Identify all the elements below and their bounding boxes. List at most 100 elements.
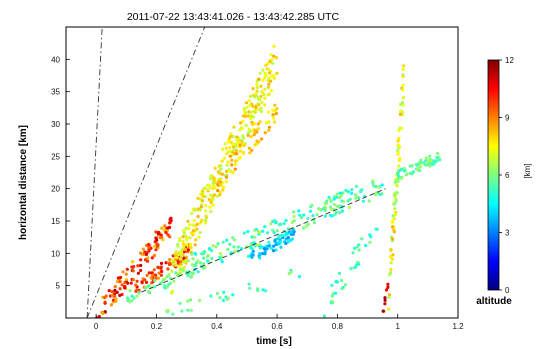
data-point (236, 140, 240, 144)
data-point (308, 209, 312, 213)
data-point (135, 294, 139, 298)
data-point (209, 174, 213, 178)
data-point (115, 279, 120, 283)
data-point (415, 163, 419, 167)
data-point (190, 271, 194, 275)
data-point (134, 283, 138, 287)
data-point (253, 235, 257, 239)
data-point (216, 242, 220, 246)
data-point (269, 79, 273, 83)
data-point (233, 162, 237, 167)
data-point (318, 207, 322, 211)
data-point (139, 263, 143, 268)
data-point (261, 288, 265, 292)
data-point (137, 291, 141, 295)
data-point (263, 225, 267, 229)
data-point (243, 114, 248, 118)
data-point (259, 109, 263, 114)
data-point (343, 283, 348, 287)
data-point (286, 227, 290, 231)
data-point (195, 222, 199, 226)
data-point (396, 139, 400, 143)
data-point (398, 112, 402, 116)
data-point (212, 176, 216, 180)
data-point (231, 236, 235, 240)
data-point (354, 265, 358, 269)
data-point (209, 209, 213, 214)
data-point (150, 271, 154, 275)
data-point (164, 261, 168, 265)
data-point (248, 103, 252, 107)
data-point (209, 294, 213, 298)
data-point (202, 250, 207, 254)
data-point (411, 170, 416, 174)
data-point (160, 226, 164, 230)
data-point (120, 283, 124, 287)
data-point (282, 221, 286, 226)
x-tick-label: 0.4 (211, 322, 223, 331)
data-point (387, 293, 392, 297)
data-point (338, 191, 342, 195)
data-point (339, 194, 344, 198)
data-point (410, 164, 414, 168)
data-point (390, 225, 395, 229)
data-point (186, 219, 190, 223)
data-point (390, 237, 395, 241)
data-point (248, 286, 252, 290)
data-point (273, 109, 277, 113)
data-point (215, 194, 219, 198)
data-point (405, 172, 409, 176)
data-point (197, 207, 201, 211)
data-point (264, 289, 268, 293)
y-tick-label: 35 (51, 88, 60, 97)
data-point (290, 237, 294, 241)
data-point (239, 121, 243, 125)
data-point (189, 246, 193, 250)
data-point (272, 231, 276, 235)
data-point (401, 95, 405, 99)
data-point (181, 242, 185, 246)
data-point (399, 109, 403, 113)
data-point (128, 300, 132, 304)
data-point (129, 281, 133, 285)
data-point (107, 289, 111, 293)
data-point (182, 229, 186, 233)
data-point (144, 252, 149, 256)
data-point (256, 127, 260, 131)
data-point (158, 236, 163, 240)
data-point (242, 231, 246, 235)
data-point (185, 237, 189, 241)
data-point (257, 103, 261, 107)
data-point (392, 193, 396, 197)
data-point (230, 163, 234, 167)
data-point (350, 188, 354, 192)
data-point (224, 180, 228, 184)
data-point (224, 175, 229, 179)
data-point (250, 114, 254, 118)
data-point (159, 261, 164, 265)
data-point (166, 267, 170, 271)
data-point (245, 105, 249, 109)
data-point (272, 244, 276, 248)
data-point (240, 247, 244, 251)
data-point (209, 199, 213, 203)
data-point (396, 179, 400, 184)
data-point (204, 203, 208, 208)
data-point (401, 88, 405, 92)
data-point (218, 251, 222, 256)
data-point (249, 135, 253, 139)
data-point (274, 248, 278, 252)
data-point (185, 243, 189, 247)
data-point (214, 245, 218, 249)
data-point (248, 151, 252, 155)
data-point (231, 293, 235, 297)
data-point (179, 262, 183, 266)
data-point (189, 308, 193, 312)
data-point (235, 137, 239, 142)
data-point (424, 159, 428, 163)
data-point (181, 269, 185, 273)
data-point (298, 213, 302, 217)
data-point (266, 85, 270, 89)
data-point (342, 200, 346, 204)
